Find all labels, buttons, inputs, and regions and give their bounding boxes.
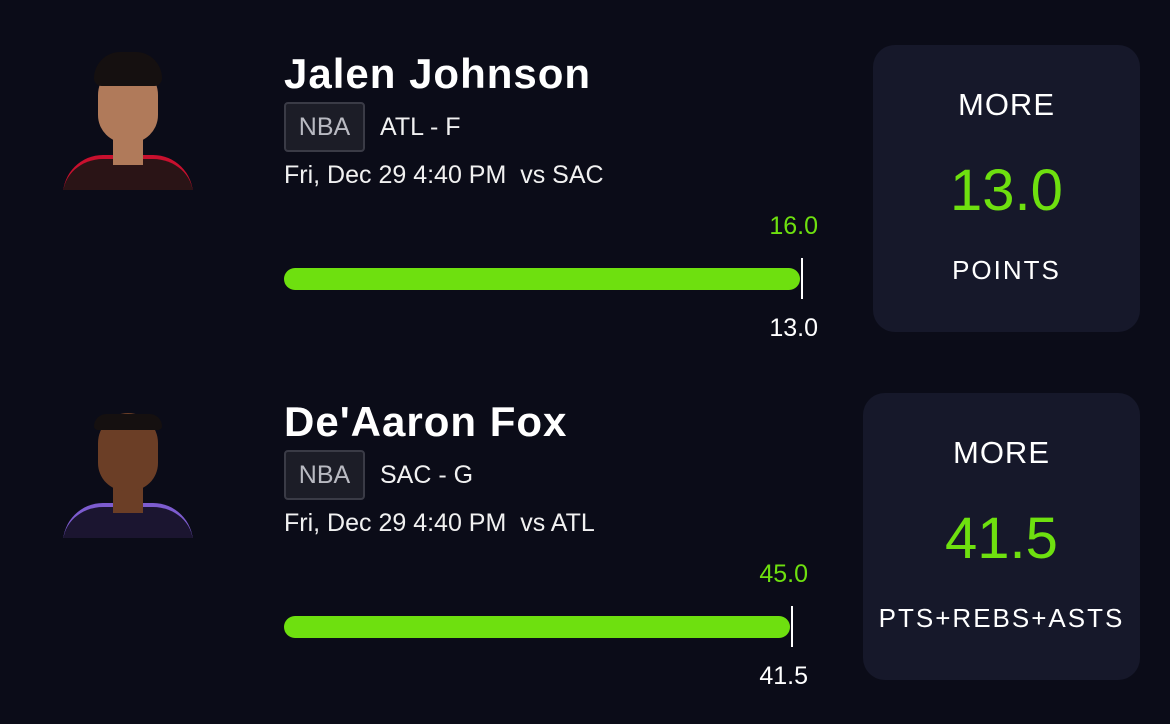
progress-bar bbox=[284, 616, 790, 638]
line-value: 13.0 bbox=[769, 314, 818, 342]
team-position: SAC - G bbox=[380, 461, 474, 489]
hair bbox=[94, 414, 162, 430]
game-info: Fri, Dec 29 4:40 PM vs ATL bbox=[284, 509, 595, 537]
stat-type: POINTS bbox=[952, 255, 1061, 285]
pick-line: 41.5 bbox=[945, 506, 1058, 571]
line-marker bbox=[791, 606, 793, 647]
pick-card[interactable]: MORE 13.0 POINTS bbox=[873, 45, 1140, 332]
actual-value: 16.0 bbox=[769, 212, 818, 240]
line-marker bbox=[801, 258, 803, 299]
actual-value: 45.0 bbox=[759, 560, 808, 588]
pick-line: 13.0 bbox=[950, 158, 1063, 223]
pick-card[interactable]: MORE 41.5 PTS+REBS+ASTS bbox=[863, 393, 1140, 680]
player-photo bbox=[58, 398, 198, 538]
player-photo bbox=[58, 50, 198, 190]
team-position: ATL - F bbox=[380, 113, 461, 141]
pick-choice: MORE bbox=[958, 87, 1055, 122]
stat-type: PTS+REBS+ASTS bbox=[878, 603, 1125, 633]
line-value: 41.5 bbox=[759, 662, 808, 690]
league-badge: NBA bbox=[284, 102, 365, 152]
game-info: Fri, Dec 29 4:40 PM vs SAC bbox=[284, 161, 604, 189]
pick-choice: MORE bbox=[953, 435, 1050, 470]
progress-bar bbox=[284, 268, 800, 290]
player-name: De'Aaron Fox bbox=[284, 398, 568, 445]
hair bbox=[94, 52, 162, 86]
league-badge: NBA bbox=[284, 450, 365, 500]
player-name: Jalen Johnson bbox=[284, 50, 592, 97]
